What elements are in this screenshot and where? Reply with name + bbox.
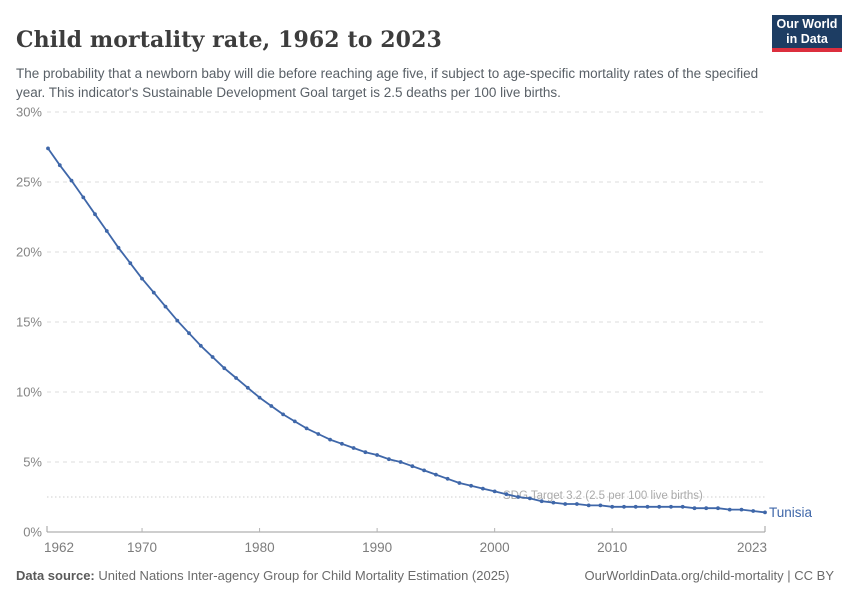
data-point[interactable] [128, 261, 133, 266]
data-point[interactable] [316, 432, 321, 436]
data-source-label: Data source: [16, 568, 95, 583]
data-point[interactable] [328, 437, 332, 442]
data-point[interactable] [222, 366, 227, 371]
data-point[interactable] [716, 506, 720, 511]
data-point[interactable] [551, 500, 556, 505]
data-point[interactable] [151, 290, 156, 295]
data-point[interactable] [528, 496, 532, 501]
data-point[interactable] [469, 483, 473, 488]
data-source: Data source: United Nations Inter-agency… [16, 568, 510, 583]
data-point[interactable] [234, 376, 239, 380]
x-axis-tick-label: 1980 [245, 540, 275, 555]
x-axis-tick-label: 1962 [44, 540, 74, 555]
y-axis-tick-label: 20% [16, 245, 42, 260]
data-point[interactable] [763, 510, 767, 515]
data-point[interactable] [93, 212, 97, 217]
y-axis-tick-label: 5% [23, 455, 42, 470]
data-point[interactable] [598, 503, 603, 508]
owid-logo[interactable]: Our World in Data [772, 15, 842, 52]
series-end-label[interactable]: Tunisia [769, 505, 813, 520]
data-point[interactable] [304, 426, 309, 431]
data-point[interactable] [492, 489, 497, 494]
data-point[interactable] [410, 464, 415, 469]
owid-logo-line2: in Data [786, 31, 828, 46]
data-point[interactable] [739, 507, 744, 512]
data-point[interactable] [622, 504, 626, 509]
line-chart[interactable]: 0% 5% 10% 15% 20% 25% 30% SDG Target 3.2 (2.5 p… [0, 95, 850, 560]
data-point[interactable] [175, 318, 180, 323]
data-point[interactable] [669, 504, 673, 509]
owid-cc-link[interactable]: OurWorldinData.org/child-mortality | CC … [584, 568, 835, 583]
x-axis-tick-label: 2023 [737, 540, 767, 555]
data-point[interactable] [704, 506, 709, 511]
data-point[interactable] [457, 481, 462, 485]
data-point[interactable] [198, 343, 203, 348]
data-point[interactable] [398, 460, 403, 464]
data-point[interactable] [375, 453, 379, 457]
data-point[interactable] [46, 146, 50, 151]
sdg-target-label: SDG Target 3.2 (2.5 per 100 live births) [503, 490, 703, 502]
owid-logo-line1: Our World [776, 16, 838, 31]
data-source-text: United Nations Inter-agency Group for Ch… [94, 568, 510, 583]
x-axis-tick-label: 1970 [127, 540, 157, 555]
data-point[interactable] [586, 503, 591, 508]
data-point[interactable] [245, 385, 250, 390]
data-point[interactable] [281, 412, 285, 417]
y-axis-tick-label: 10% [16, 385, 42, 400]
x-axis-tick-label: 1990 [362, 540, 392, 555]
data-point[interactable] [751, 509, 756, 513]
chart-title: Child mortality rate, 1962 to 2023 [16, 26, 442, 53]
data-point[interactable] [692, 506, 697, 511]
y-axis-tick-label: 25% [16, 175, 42, 190]
data-point[interactable] [387, 457, 391, 462]
data-point[interactable] [257, 395, 262, 400]
data-point[interactable] [434, 472, 438, 477]
data-point[interactable] [351, 446, 356, 450]
data-point[interactable] [539, 499, 544, 504]
y-axis-tick-label: 30% [16, 105, 42, 120]
data-point[interactable] [645, 504, 650, 509]
data-point[interactable] [363, 450, 368, 455]
data-point[interactable] [292, 419, 297, 424]
data-point[interactable] [269, 404, 274, 408]
chart-subtitle: The probability that a newborn baby will… [16, 65, 759, 101]
data-point[interactable] [633, 504, 638, 509]
data-point[interactable] [210, 355, 215, 359]
y-axis-tick-label: 15% [16, 315, 42, 330]
data-point[interactable] [680, 504, 685, 509]
data-point[interactable] [727, 507, 732, 512]
data-point[interactable] [516, 495, 521, 499]
data-point[interactable] [81, 195, 86, 200]
data-point[interactable] [140, 276, 144, 281]
data-point[interactable] [445, 476, 450, 481]
data-point[interactable] [610, 504, 615, 509]
data-point[interactable] [104, 229, 109, 233]
x-axis-tick-label: 2000 [480, 540, 510, 555]
x-axis-tick-label: 2010 [597, 540, 627, 555]
data-point[interactable] [504, 492, 509, 497]
data-point[interactable] [563, 502, 568, 506]
data-point[interactable] [57, 163, 62, 168]
data-point[interactable] [481, 486, 485, 491]
data-point[interactable] [69, 178, 74, 183]
data-point[interactable] [187, 331, 191, 336]
data-point[interactable] [422, 468, 426, 473]
data-point[interactable] [116, 245, 121, 250]
data-point[interactable] [657, 504, 662, 509]
data-point[interactable] [163, 304, 168, 309]
series-line-tunisia[interactable] [47, 147, 766, 514]
data-point[interactable] [340, 441, 344, 446]
chart-footer: Data source: United Nations Inter-agency… [16, 568, 834, 583]
data-point[interactable] [575, 502, 579, 506]
y-axis-tick-label: 0% [23, 525, 42, 540]
